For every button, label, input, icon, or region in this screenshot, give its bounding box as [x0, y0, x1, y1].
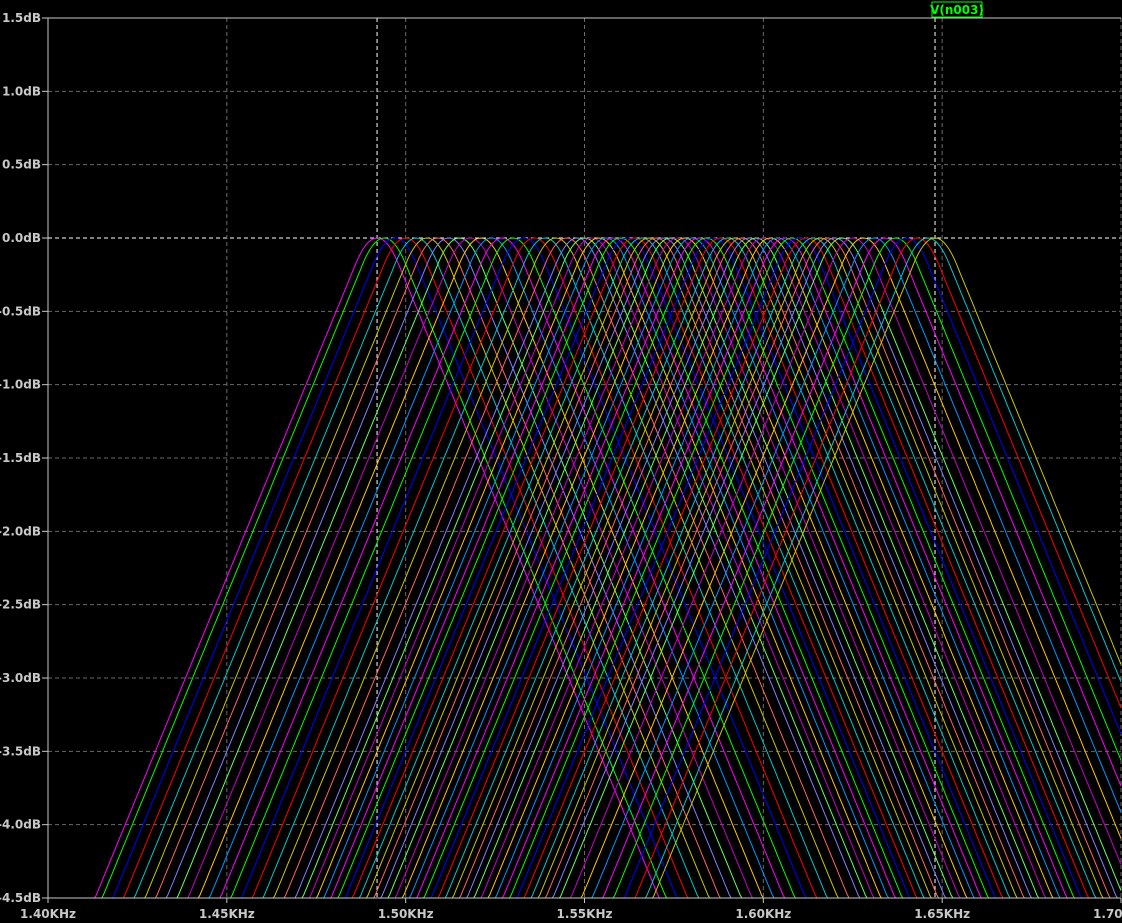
y-tick-label: -4.0dB — [0, 818, 41, 832]
y-tick-label: -2.5dB — [0, 598, 41, 612]
series-trace-52 — [507, 237, 1105, 899]
series-trace-56 — [536, 237, 1121, 899]
series-trace-6 — [128, 237, 726, 899]
series-trace-31 — [357, 237, 955, 899]
series-trace-38 — [407, 237, 1005, 899]
series-trace-59 — [564, 237, 1122, 899]
y-tick-label: -1.5dB — [0, 451, 41, 465]
x-tick-label: 1.40KHz — [20, 907, 76, 921]
y-tick-label: -0.5dB — [0, 304, 41, 318]
series-trace-63 — [607, 237, 1122, 899]
series-trace-49 — [486, 237, 1084, 899]
x-axis-ticks: 1.40KHz 1.45KHz 1.50KHz 1.55KHz 1.60KHz 1.65K… — [20, 898, 1122, 921]
series-trace-11 — [182, 237, 780, 899]
series-trace-3 — [96, 237, 694, 899]
series-trace-26 — [321, 237, 919, 899]
series-trace-33 — [371, 237, 969, 899]
y-tick-label: 1.0dB — [2, 84, 41, 98]
series-trace-22 — [293, 237, 891, 899]
trace-legend-box — [931, 1, 983, 18]
series-trace-64 — [618, 237, 1122, 899]
series-trace-66 — [636, 237, 1122, 899]
series-trace-40 — [421, 237, 1020, 899]
y-tick-label: 0.0dB — [2, 231, 41, 245]
x-tick-label: 1.45KHz — [199, 907, 255, 921]
series-trace-58 — [554, 237, 1122, 899]
trace-legend-label[interactable]: V(n003) — [930, 3, 984, 17]
series-trace-1 — [78, 237, 676, 899]
series-trace-4 — [107, 237, 705, 899]
series-trace-9 — [160, 237, 758, 899]
series-trace-57 — [543, 237, 1122, 899]
y-tick-label: -3.0dB — [0, 671, 41, 685]
series-trace-25 — [314, 237, 912, 899]
series-trace-55 — [529, 237, 1121, 899]
y-tick-label: -3.5dB — [0, 744, 41, 758]
y-axis-ticks: 1.5dB 1.0dB 0.5dB 0.0dB -0.5dB -1.0dB -1.5dB -2… — [0, 11, 48, 905]
trace-legend[interactable]: V(n003) — [930, 1, 984, 18]
series-traces — [78, 237, 1122, 899]
x-tick-label: 1.60KHz — [735, 907, 791, 921]
series-trace-15 — [225, 237, 823, 899]
series-trace-47 — [471, 237, 1070, 899]
series-trace-61 — [586, 237, 1122, 899]
series-trace-46 — [464, 237, 1062, 899]
series-trace-19 — [268, 237, 866, 899]
series-trace-20 — [278, 237, 876, 899]
series-trace-36 — [393, 237, 991, 899]
series-trace-18 — [257, 237, 855, 899]
series-trace-24 — [307, 237, 905, 899]
series-trace-28 — [335, 237, 934, 899]
x-tick-label: 1.70KHz — [1093, 907, 1122, 921]
series-trace-21 — [285, 237, 884, 899]
x-tick-label: 1.65KHz — [914, 907, 970, 921]
x-tick-label: 1.55KHz — [557, 907, 613, 921]
series-trace-5 — [117, 237, 715, 899]
series-trace-62 — [597, 237, 1122, 899]
series-trace-27 — [328, 237, 927, 899]
series-trace-44 — [450, 237, 1048, 899]
series-trace-32 — [364, 237, 962, 899]
series-trace-48 — [479, 237, 1077, 899]
series-trace-12 — [192, 237, 791, 899]
series-trace-7 — [139, 237, 737, 899]
series-trace-45 — [457, 237, 1055, 899]
series-trace-34 — [378, 237, 977, 899]
y-tick-label: 1.5dB — [2, 11, 41, 25]
series-trace-39 — [414, 237, 1012, 899]
series-trace-14 — [214, 237, 812, 899]
series-trace-30 — [350, 237, 948, 899]
series-trace-2 — [85, 237, 683, 899]
series-trace-23 — [300, 237, 898, 899]
series-trace-37 — [400, 237, 998, 899]
series-trace-65 — [629, 237, 1122, 899]
y-tick-label: 0.5dB — [2, 158, 41, 172]
y-tick-label: -4.5dB — [0, 891, 41, 905]
series-trace-60 — [575, 237, 1122, 899]
series-trace-51 — [500, 237, 1098, 899]
series-trace-43 — [443, 237, 1041, 899]
series-trace-13 — [203, 237, 801, 899]
series-trace-29 — [343, 237, 941, 899]
series-trace-8 — [149, 237, 748, 899]
series-trace-10 — [171, 237, 769, 899]
series-trace-54 — [521, 237, 1120, 899]
series-trace-41 — [428, 237, 1027, 899]
series-trace-42 — [436, 237, 1034, 899]
series-trace-35 — [386, 237, 984, 899]
series-trace-17 — [246, 237, 844, 899]
y-tick-label: -1.0dB — [0, 378, 41, 392]
y-tick-label: -2.0dB — [0, 524, 41, 538]
series-trace-50 — [493, 237, 1091, 899]
series-trace-53 — [514, 237, 1113, 899]
x-tick-label: 1.50KHz — [378, 907, 434, 921]
series-trace-16 — [235, 237, 834, 899]
